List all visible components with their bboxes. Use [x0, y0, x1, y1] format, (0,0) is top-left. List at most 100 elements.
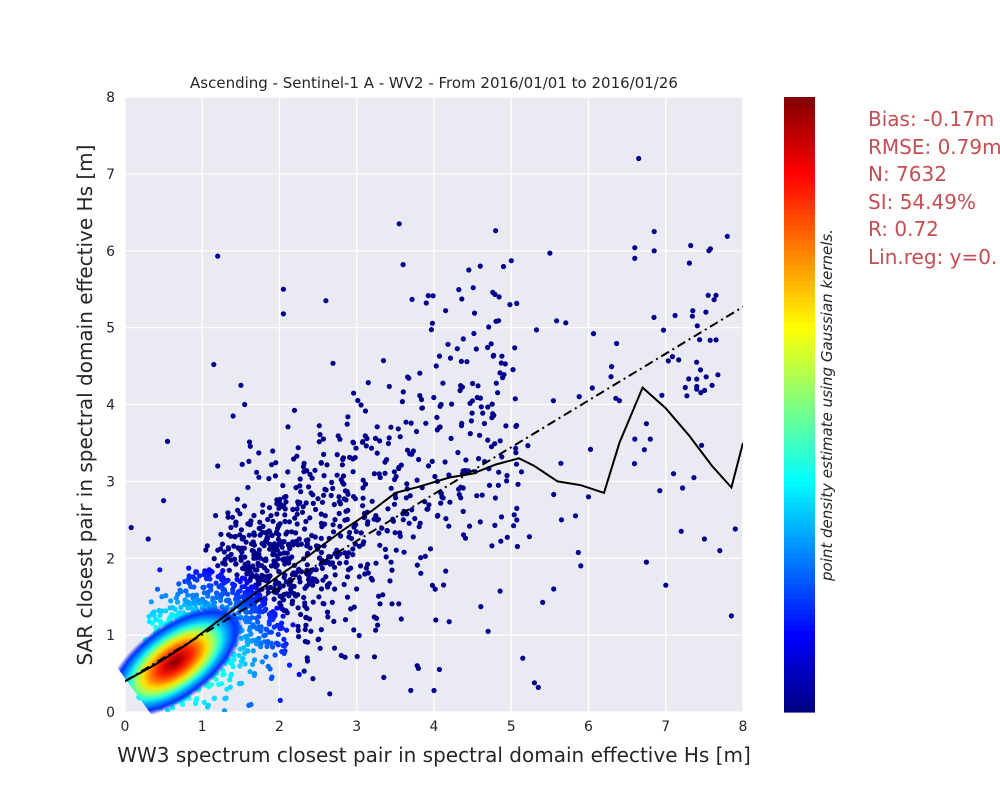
- chart-title: Ascending - Sentinel-1 A - WV2 - From 20…: [190, 74, 678, 92]
- scatter-point: [558, 460, 564, 466]
- scatter-point: [316, 594, 322, 600]
- colorbar-segment: [784, 373, 815, 380]
- scatter-point: [262, 632, 268, 638]
- grid: [124, 96, 744, 713]
- scatter-point: [146, 618, 152, 625]
- scatter-point: [283, 531, 289, 537]
- scatter-point: [321, 451, 327, 457]
- scatter-point: [499, 353, 505, 359]
- scatter-point: [470, 285, 476, 291]
- scatter-point: [156, 607, 162, 614]
- scatter-point: [157, 567, 163, 573]
- x-tick-label: 7: [661, 719, 670, 735]
- scatter-point: [281, 591, 287, 598]
- stats-panel: Bias: -0.17m RMSE: 0.79m N: 7632 SI: 54.…: [868, 106, 1000, 271]
- scatter-point: [215, 547, 221, 553]
- scatter-point: [334, 472, 340, 478]
- scatter-point: [481, 420, 487, 427]
- scatter-point: [446, 619, 452, 625]
- scatter-point: [234, 572, 240, 578]
- scatter-point: [703, 374, 709, 380]
- scatter-point: [315, 496, 321, 502]
- scatter-point: [614, 340, 620, 347]
- colorbar-segment: [784, 583, 815, 590]
- scatter-point: [360, 503, 366, 509]
- scatter-point: [336, 494, 342, 500]
- scatter-point: [304, 543, 310, 549]
- scatter-point: [426, 502, 432, 508]
- scatter-point: [347, 454, 353, 460]
- scatter-point: [468, 418, 474, 424]
- y-tick-label: 3: [106, 474, 115, 490]
- scatter-point: [338, 477, 344, 483]
- scatter-point: [276, 505, 282, 511]
- scatter-point: [294, 506, 300, 512]
- scatter-point: [380, 592, 386, 598]
- scatter-point: [380, 358, 387, 364]
- scatter-point: [400, 517, 406, 523]
- colorbar-segment: [784, 348, 815, 354]
- scatter-point: [295, 445, 301, 451]
- scatter-point: [251, 552, 257, 558]
- scatter-point: [396, 601, 402, 607]
- scatter-point: [651, 248, 657, 254]
- scatter-point: [235, 545, 241, 551]
- scatter-point: [474, 493, 480, 499]
- scatter-point: [277, 593, 283, 599]
- scatter-point: [464, 359, 470, 365]
- scatter-point: [454, 346, 460, 352]
- scatter-point: [323, 298, 329, 304]
- scatter-point: [651, 228, 657, 235]
- scatter-point: [563, 320, 569, 326]
- scatter-point: [280, 482, 286, 489]
- scatter-point: [227, 684, 233, 690]
- colorbar-segment: [784, 97, 815, 103]
- scatter-point: [289, 529, 295, 535]
- scatter-point: [351, 524, 357, 530]
- scatter-point: [273, 460, 279, 466]
- scatter-point: [399, 399, 405, 405]
- scatter-point: [239, 545, 245, 551]
- scatter-point: [251, 530, 257, 536]
- colorbar-segment: [784, 250, 815, 257]
- scatter-point: [485, 628, 491, 634]
- scatter-point: [500, 375, 506, 381]
- scatter-point: [460, 508, 466, 514]
- scatter-point: [463, 457, 469, 463]
- scatter-point: [377, 474, 383, 481]
- x-tick-label: 5: [507, 719, 516, 735]
- scatter-point: [589, 385, 595, 391]
- scatter-point: [449, 401, 455, 407]
- colorbar-segment: [784, 163, 815, 170]
- scatter-point: [694, 383, 700, 390]
- scatter-point: [443, 308, 449, 314]
- scatter-point: [250, 648, 256, 654]
- colorbar-segment: [784, 414, 815, 421]
- scatter-point: [489, 415, 495, 421]
- scatter-point: [145, 536, 151, 542]
- scatter-point: [310, 578, 316, 585]
- scatter-point: [520, 655, 526, 661]
- scatter-point: [350, 546, 356, 552]
- colorbar-segment: [784, 655, 815, 662]
- scatter-point: [418, 570, 424, 576]
- scatter-point: [393, 547, 399, 553]
- scatter-point: [412, 516, 418, 522]
- scatter-point: [336, 510, 342, 517]
- scatter-point: [694, 376, 700, 382]
- colorbar-segment: [784, 522, 815, 529]
- colorbar-segment: [784, 327, 815, 334]
- scatter-point: [371, 471, 377, 477]
- colorbar-segment: [784, 409, 815, 416]
- scatter-point: [161, 498, 167, 504]
- scatter-point: [672, 312, 678, 319]
- scatter-point: [342, 617, 349, 623]
- scatter-point: [337, 560, 343, 566]
- scatter-point: [389, 601, 395, 607]
- scatter-point: [458, 358, 464, 364]
- scatter-point: [507, 302, 513, 308]
- scatter-point: [261, 540, 267, 546]
- scatter-point: [272, 611, 278, 617]
- scatter-point: [665, 358, 671, 364]
- scatter-point: [263, 556, 269, 562]
